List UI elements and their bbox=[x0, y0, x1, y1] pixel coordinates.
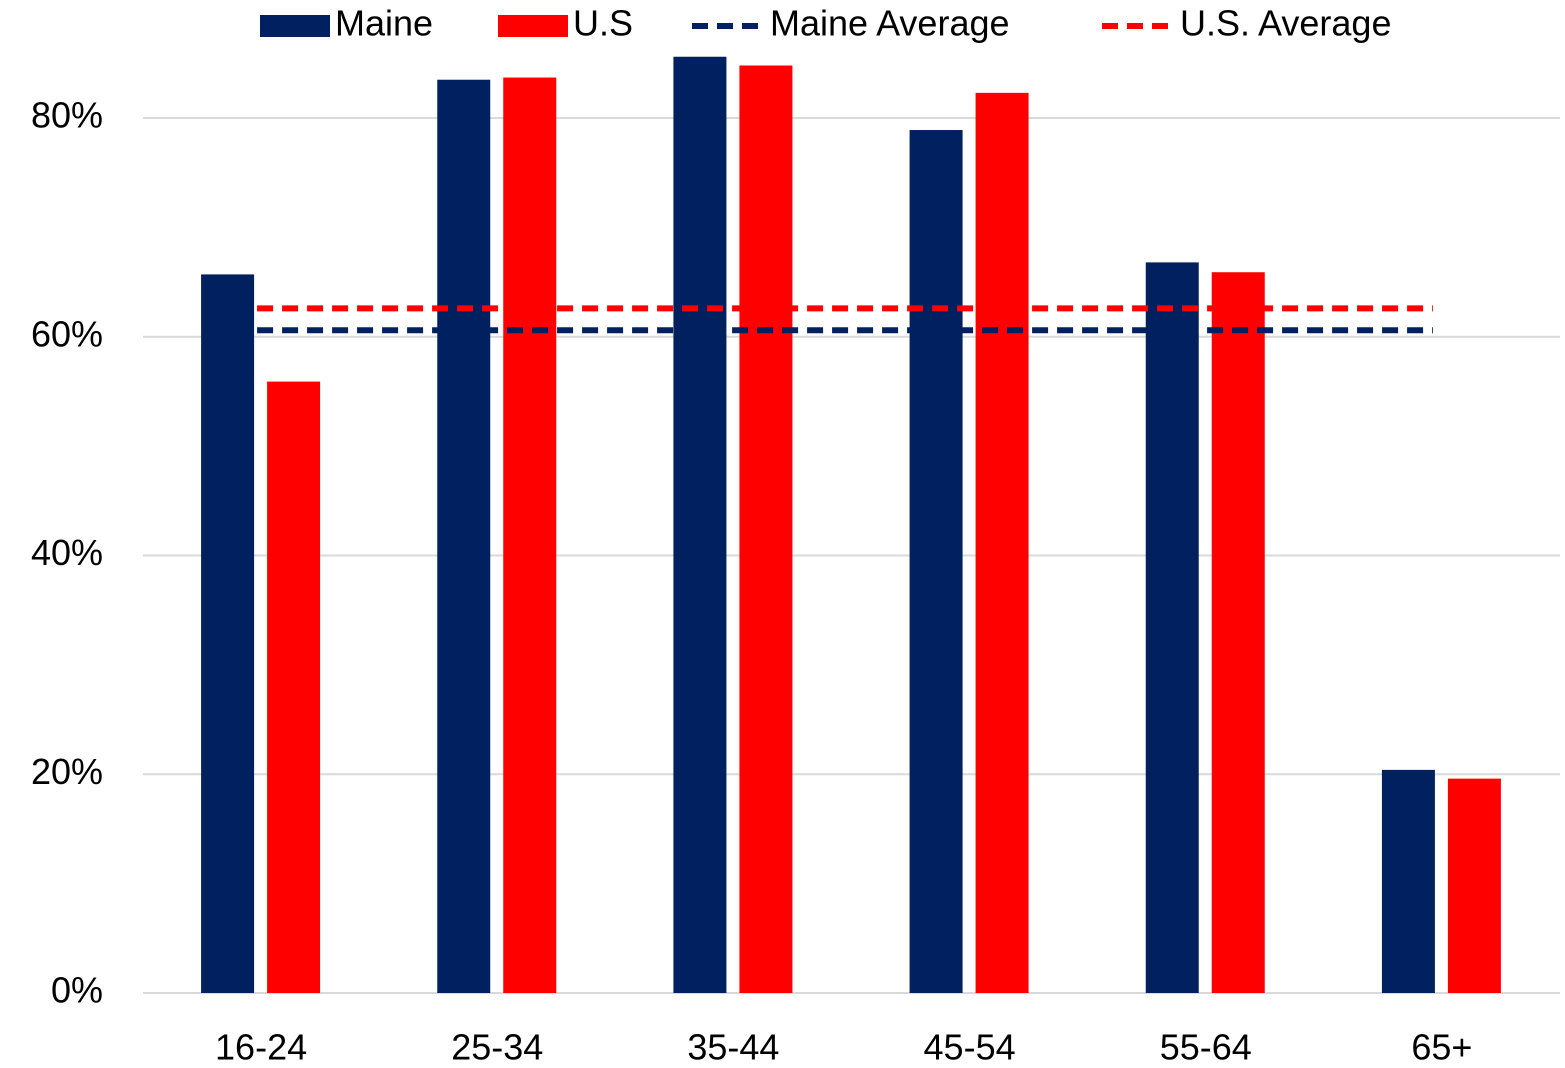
bar bbox=[267, 381, 321, 993]
x-tick-label: 25-34 bbox=[451, 1027, 543, 1068]
bar bbox=[437, 79, 491, 993]
y-tick-label: 60% bbox=[31, 313, 103, 354]
x-tick-label: 55-64 bbox=[1160, 1027, 1252, 1068]
x-tick-label: 45-54 bbox=[924, 1027, 1016, 1068]
legend-label: U.S. Average bbox=[1180, 3, 1391, 44]
y-tick-label: 80% bbox=[31, 95, 103, 136]
bar bbox=[975, 92, 1029, 993]
legend-swatch bbox=[498, 15, 568, 37]
bar bbox=[201, 274, 255, 993]
bar bbox=[503, 77, 557, 993]
x-tick-label: 16-24 bbox=[215, 1027, 307, 1068]
y-tick-label: 0% bbox=[51, 970, 103, 1011]
legend-label: Maine bbox=[335, 3, 433, 44]
legend-label: Maine Average bbox=[770, 3, 1010, 44]
legend-label: U.S bbox=[573, 3, 633, 44]
bar bbox=[673, 56, 727, 993]
bar bbox=[1447, 778, 1501, 993]
x-tick-label: 35-44 bbox=[687, 1027, 779, 1068]
x-tick-label: 65+ bbox=[1411, 1027, 1472, 1068]
bar bbox=[1211, 272, 1265, 993]
bar bbox=[1381, 769, 1435, 993]
y-tick-label: 20% bbox=[31, 751, 103, 792]
bar bbox=[1145, 262, 1199, 993]
y-tick-label: 40% bbox=[31, 532, 103, 573]
legend-swatch bbox=[260, 15, 330, 37]
bar bbox=[909, 130, 963, 993]
bar bbox=[739, 65, 793, 993]
